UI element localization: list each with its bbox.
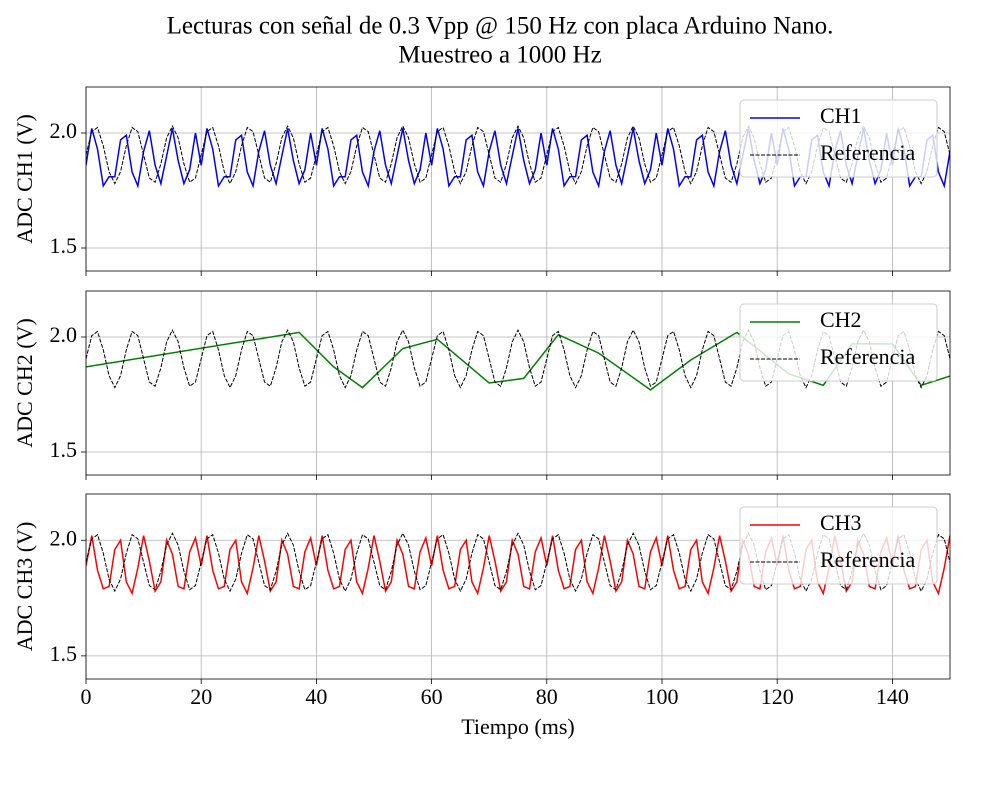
y-tick-label: 1.5 (50, 641, 78, 666)
series-line (86, 328, 950, 389)
legend-label: Referencia (820, 140, 915, 165)
x-tick-label: 40 (305, 684, 327, 709)
x-tick-label: 0 (81, 684, 92, 709)
plot-frame (85, 86, 951, 272)
y-tick-label: 2.0 (50, 118, 78, 143)
y-tick-label: 2.0 (50, 322, 78, 347)
x-tick-label: 20 (190, 684, 212, 709)
legend-label: CH3 (820, 510, 862, 535)
y-tick-label: 1.5 (50, 233, 78, 258)
plot-frame (85, 493, 951, 680)
legend-label: CH2 (820, 307, 862, 332)
y-tick-label: 2.0 (50, 525, 78, 550)
x-tick-label: 60 (421, 684, 443, 709)
x-tick-label: 100 (646, 684, 679, 709)
y-tick-label: 1.5 (50, 437, 78, 462)
title-line: Lecturas con señal de 0.3 Vpp @ 150 Hz c… (167, 13, 834, 40)
x-tick-label: 80 (536, 684, 558, 709)
legend-box (739, 99, 938, 178)
x-tick-label: 140 (876, 684, 909, 709)
legend-label: Referencia (820, 344, 915, 369)
legend-label: CH1 (820, 103, 862, 128)
legend-box (739, 506, 938, 585)
series-line (86, 532, 950, 593)
y-axis-label: ADC CH2 (V) (12, 318, 37, 448)
y-axis-label: ADC CH1 (V) (12, 114, 37, 244)
legend-box (739, 303, 938, 382)
legend-label: Referencia (820, 547, 915, 572)
x-axis-label: Tiempo (ms) (461, 714, 574, 739)
x-tick-label: 120 (761, 684, 794, 709)
plot-frame (85, 290, 951, 476)
title-line: Muestreo a 1000 Hz (398, 42, 601, 69)
series-line (86, 124, 950, 185)
y-axis-label: ADC CH3 (V) (12, 522, 37, 652)
